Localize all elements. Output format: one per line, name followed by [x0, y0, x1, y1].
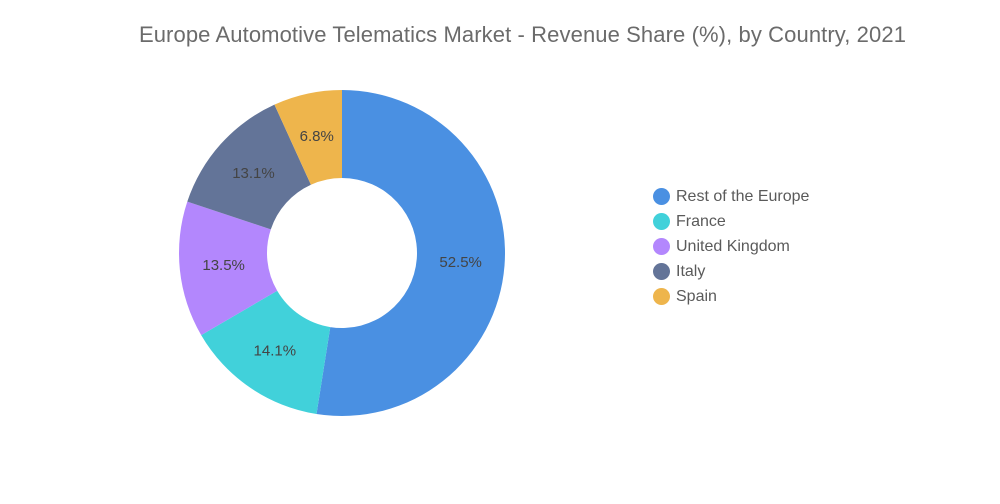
legend-item-united-kingdom[interactable]: United Kingdom [653, 234, 809, 259]
legend-swatch [653, 288, 670, 305]
slice-spain[interactable] [274, 90, 342, 185]
legend-item-spain[interactable]: Spain [653, 284, 809, 309]
slice-label-france: 14.1% [254, 343, 297, 360]
legend-label: Rest of the Europe [676, 187, 810, 205]
chart-title: Europe Automotive Telematics Market - Re… [138, 22, 907, 47]
slice-label-rest-of-the-europe: 52.5% [439, 254, 482, 271]
slice-labels-group: 52.5% 14.1% 13.5% 13.1% 6.8% [202, 128, 482, 360]
legend-item-italy[interactable]: Italy [653, 259, 809, 284]
legend-label: Italy [676, 262, 706, 280]
legend-swatch [653, 263, 670, 280]
slice-label-spain: 6.8% [300, 128, 334, 145]
legend-label: France [676, 212, 726, 230]
legend-swatch [653, 188, 670, 205]
slice-label-italy: 13.1% [232, 165, 275, 182]
slice-label-united-kingdom: 13.5% [202, 257, 245, 274]
legend-label: Spain [676, 287, 717, 305]
slice-united-kingdom[interactable] [178, 201, 278, 336]
legend-swatch [653, 238, 670, 255]
legend-label: United Kingdom [676, 237, 790, 255]
slice-italy[interactable] [187, 104, 311, 230]
legend: Rest of the Europe France United Kingdom It… [653, 184, 809, 309]
legend-item-france[interactable]: France [653, 209, 809, 234]
slice-france[interactable] [201, 290, 331, 414]
legend-swatch [653, 213, 670, 230]
slices-group [178, 90, 506, 416]
legend-item-rest-of-the-europe[interactable]: Rest of the Europe [653, 184, 809, 209]
slice-rest-of-the-europe[interactable] [316, 90, 506, 416]
